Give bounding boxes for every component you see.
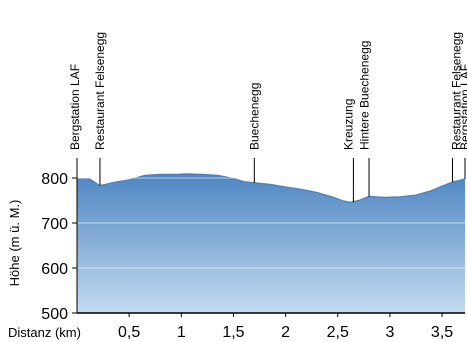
elevation-area (77, 173, 465, 313)
y-tick-label: 600 (41, 261, 68, 278)
waypoint-label: Hintere Buechenegg (357, 41, 371, 150)
elevation-line (77, 173, 466, 203)
x-axis-label: Distanz (km) (8, 325, 81, 340)
x-tick-label: 2 (281, 324, 290, 341)
y-tick-label: 500 (41, 306, 68, 323)
x-tick-label: 2,5 (327, 324, 349, 341)
waypoint-label: Restaurant Felsenegg (449, 32, 463, 150)
y-tick-label: 700 (41, 216, 68, 233)
waypoint-label: Restaurant Felsenegg (93, 32, 107, 150)
x-tick-label: 3,5 (431, 324, 453, 341)
waypoint-label: Bergstation LAF (458, 64, 467, 150)
waypoint-label: Bergstation LAF (68, 64, 82, 150)
waypoint-label: Buechenegg (247, 83, 261, 150)
x-tick-label: 1,5 (222, 324, 244, 341)
x-tick-label: 1 (177, 324, 186, 341)
waypoint-label: Kreuzung (341, 99, 355, 150)
x-tick-label: 3 (385, 324, 394, 341)
y-tick-label: 800 (41, 171, 68, 188)
y-axis-label: Höhe (m ü. M.) (7, 200, 22, 287)
x-tick-label: 0,5 (118, 324, 140, 341)
